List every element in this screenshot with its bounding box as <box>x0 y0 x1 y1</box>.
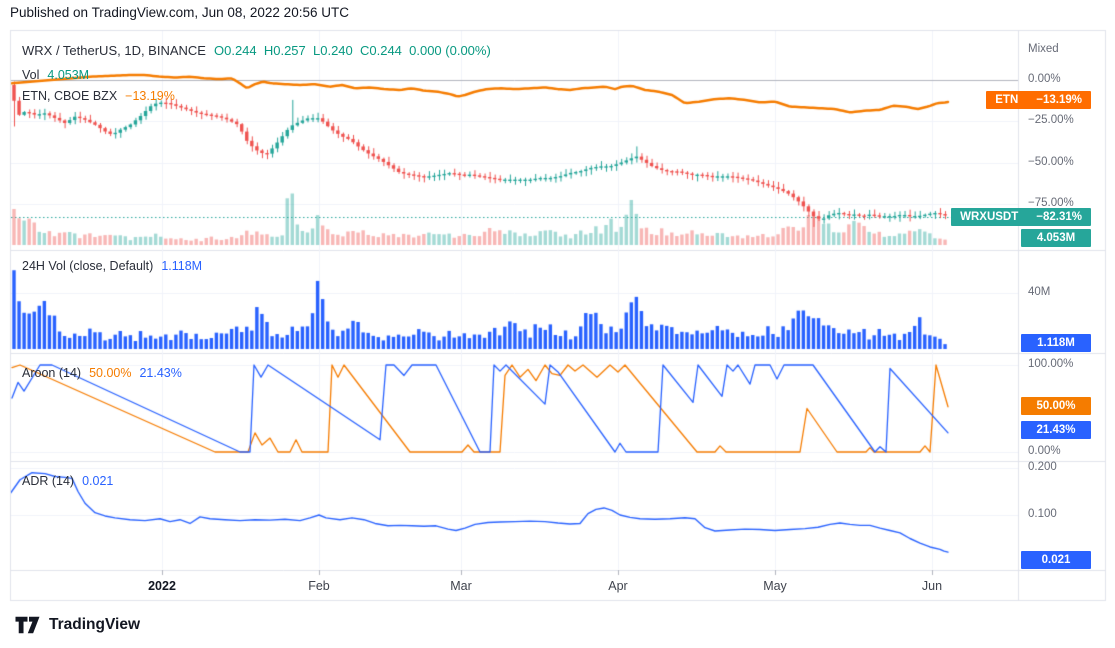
aroon-up-value: 50.00% <box>89 366 132 380</box>
adr-panel-legend[interactable]: ADR (14) 0.021 <box>22 474 113 488</box>
volume-panel-label: 24H Vol (close, Default) <box>22 259 154 273</box>
vol-overlay-label: Vol <box>22 68 40 82</box>
price-tick: 100.00% <box>1028 358 1074 370</box>
footer-branding[interactable]: TradingView <box>14 614 140 636</box>
price-tick: −25.00% <box>1028 114 1074 126</box>
compare-legend[interactable]: ETN, CBOE BZX −13.19% <box>22 89 175 103</box>
symbol-title: WRX / TetherUS, 1D, BINANCE <box>22 43 206 58</box>
vol-overlay-legend[interactable]: Vol 4.053M <box>22 68 89 82</box>
brand-name: TradingView <box>49 616 141 633</box>
price-tick: 0.00% <box>1028 445 1061 457</box>
price-tick: −50.00% <box>1028 156 1074 168</box>
aroon-panel-label: Aroon (14) <box>22 366 82 380</box>
vol-overlay-value: 4.053M <box>47 68 90 82</box>
ohlc-values: O0.244 H0.257 L0.240 C0.244 0.000 (0.00%… <box>213 43 491 58</box>
time-label: Apr <box>608 579 628 593</box>
time-label: 2022 <box>148 579 176 593</box>
symbol-legend[interactable]: WRX / TetherUS, 1D, BINANCE O0.244 H0.257… <box>22 43 491 58</box>
aroon-panel-legend[interactable]: Aroon (14) 50.00% 21.43% <box>22 366 182 380</box>
price-tick: −75.00% <box>1028 197 1074 209</box>
volume-panel-legend[interactable]: 24H Vol (close, Default) 1.118M <box>22 259 202 273</box>
tradingview-logo-icon <box>15 616 40 634</box>
compare-label: ETN, CBOE BZX <box>22 89 118 103</box>
price-tick: 0.200 <box>1028 461 1057 473</box>
time-scale[interactable]: 2022 Feb Mar Apr May Jun <box>10 570 1019 600</box>
adr-panel-value: 0.021 <box>82 474 114 488</box>
time-label: Jun <box>921 579 943 593</box>
price-tick: 40M <box>1028 286 1051 298</box>
price-scale[interactable]: Mixed 0.00% −25.00% −50.00% −75.00% 40M 100.00… <box>1019 30 1105 570</box>
volume-panel-value: 1.118M <box>161 259 203 273</box>
price-tick: Mixed <box>1028 43 1059 55</box>
time-label: Mar <box>450 579 472 593</box>
adr-panel-label: ADR (14) <box>22 474 75 488</box>
aroon-down-value: 21.43% <box>139 366 182 380</box>
price-tick: 0.00% <box>1028 73 1061 85</box>
compare-value: −13.19% <box>125 89 175 103</box>
time-label: Feb <box>308 579 330 593</box>
time-label: May <box>763 579 787 593</box>
price-tick: 0.100 <box>1028 508 1057 520</box>
